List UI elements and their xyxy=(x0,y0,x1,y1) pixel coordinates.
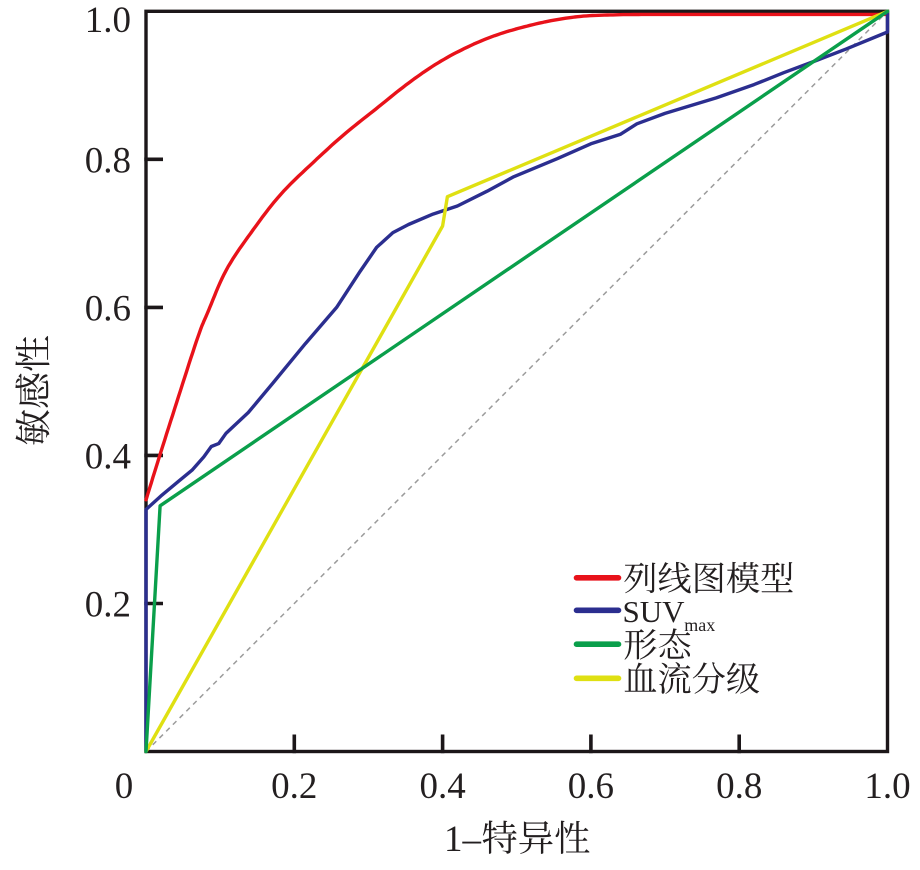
svg-text:0.8: 0.8 xyxy=(85,141,131,182)
svg-text:0.4: 0.4 xyxy=(85,437,131,478)
svg-text:1.0: 1.0 xyxy=(85,0,131,41)
svg-text:0.8: 0.8 xyxy=(716,766,762,807)
svg-text:0.4: 0.4 xyxy=(419,766,465,807)
svg-text:0.6: 0.6 xyxy=(568,766,614,807)
svg-text:1–: 1– xyxy=(444,819,482,860)
svg-text:0.6: 0.6 xyxy=(85,289,131,330)
svg-text:0.2: 0.2 xyxy=(271,766,317,807)
svg-text:1.0: 1.0 xyxy=(864,766,910,807)
svg-text:0.2: 0.2 xyxy=(85,585,131,626)
svg-text:max: max xyxy=(684,615,715,635)
svg-text:0: 0 xyxy=(115,766,134,807)
svg-text:SUV: SUV xyxy=(623,594,686,629)
